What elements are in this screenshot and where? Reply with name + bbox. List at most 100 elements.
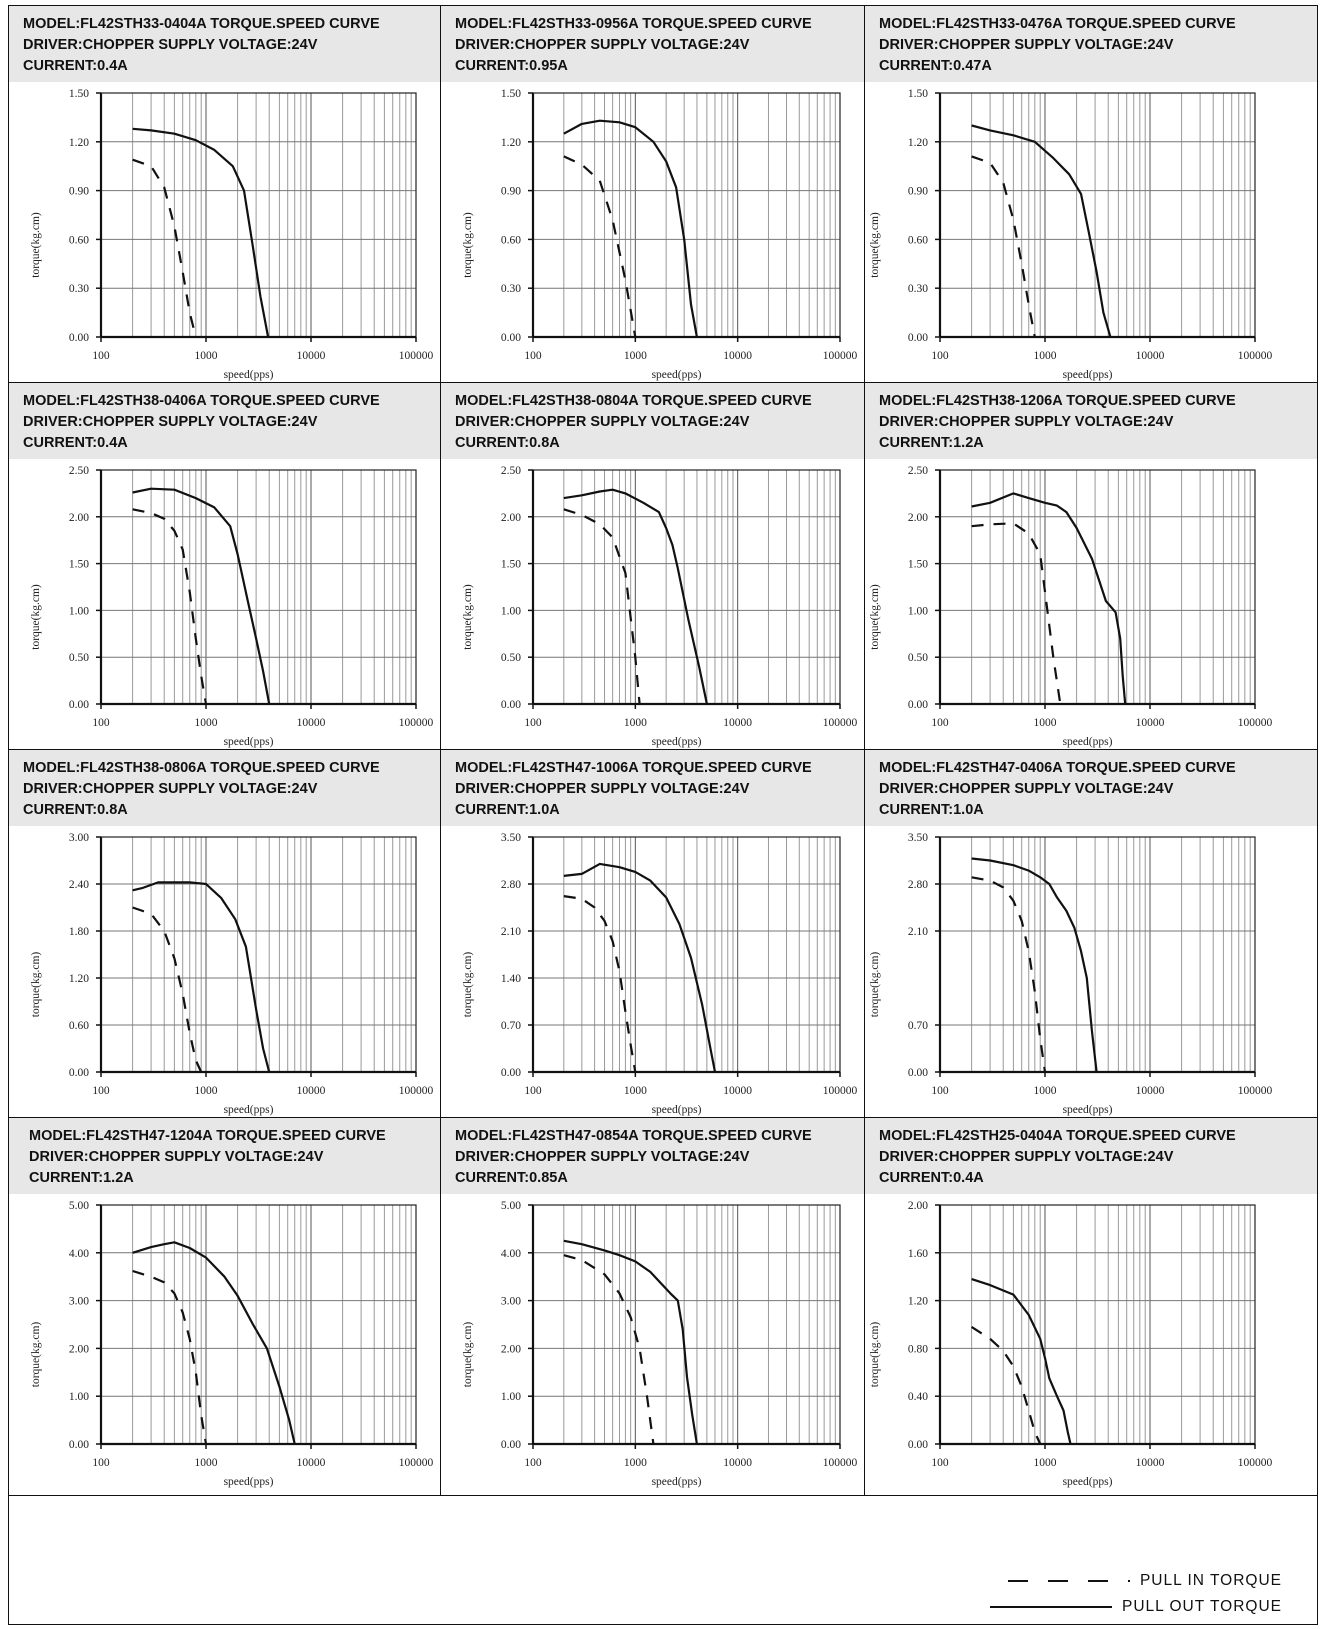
plot-frame — [532, 1204, 841, 1445]
header-line-3: CURRENT:1.2A — [29, 1170, 134, 1186]
y-tick-label: 4.00 — [501, 1248, 521, 1260]
x-tick-label: 100000 — [399, 1085, 434, 1097]
y-axis-label: torque(kg.cm) — [869, 212, 881, 278]
x-tick-label: 100000 — [1238, 350, 1273, 362]
pull-in-torque-line — [563, 895, 637, 1073]
chart-panel-7: MODEL:FL42STH38-0806A TORQUE.SPEED CURVE… — [9, 750, 441, 1118]
y-tick-label: 0.90 — [501, 186, 521, 198]
pull-in-torque-line — [132, 906, 203, 1073]
x-axis-label: speed(pps) — [1063, 1104, 1113, 1116]
header-line-2: DRIVER:CHOPPER SUPPLY VOLTAGE:24V — [29, 1149, 324, 1165]
x-tick-label: 1000 — [624, 717, 647, 729]
x-tick-label: 10000 — [297, 350, 326, 362]
chart-header: MODEL:FL42STH47-1204A TORQUE.SPEED CURVE… — [9, 1118, 440, 1194]
chart-panel-9: MODEL:FL42STH47-0406A TORQUE.SPEED CURVE… — [865, 750, 1317, 1118]
y-tick-label: 1.20 — [69, 973, 89, 985]
torque-speed-chart: 0.00 1.00 2.00 3.00 4.00 5.00 100 1000 10000 1000… — [462, 1200, 858, 1488]
x-axis-label: speed(pps) — [1063, 369, 1113, 381]
x-tick-label: 1000 — [1034, 1457, 1057, 1469]
y-tick-label: 0.60 — [908, 234, 928, 246]
plot-frame — [532, 92, 841, 338]
header-line-2: DRIVER:CHOPPER SUPPLY VOLTAGE:24V — [455, 414, 750, 430]
chart-header: MODEL:FL42STH33-0404A TORQUE.SPEED CURVE… — [9, 6, 440, 82]
header-line-2: DRIVER:CHOPPER SUPPLY VOLTAGE:24V — [879, 1149, 1174, 1165]
header-line-3: CURRENT:1.0A — [879, 802, 984, 818]
grid — [940, 837, 1255, 1072]
plot-frame — [100, 836, 417, 1073]
chart-panel-12: MODEL:FL42STH25-0404A TORQUE.SPEED CURVE… — [865, 1118, 1317, 1496]
chart-panel-11: MODEL:FL42STH47-0854A TORQUE.SPEED CURVE… — [441, 1118, 865, 1496]
pull-in-torque-line — [971, 522, 1062, 705]
x-axis-label: speed(pps) — [1063, 736, 1113, 748]
chart-header: MODEL:FL42STH38-1206A TORQUE.SPEED CURVE… — [865, 383, 1317, 459]
y-axis-label: torque(kg.cm) — [869, 1322, 881, 1388]
y-tick-label: 2.50 — [908, 465, 928, 477]
header-line-3: CURRENT:1.2A — [879, 435, 984, 451]
x-tick-label: 100000 — [823, 350, 858, 362]
y-tick-label: 1.50 — [69, 88, 89, 100]
y-tick-label: 2.00 — [69, 512, 89, 524]
grid — [533, 93, 840, 337]
y-tick-label: 0.50 — [908, 652, 928, 664]
y-tick-label: 1.00 — [69, 1391, 89, 1403]
pull-out-torque-line — [132, 881, 271, 1073]
torque-speed-chart: 0.00 0.60 1.20 1.80 2.40 3.00 100 1000 10000 1000… — [30, 832, 434, 1116]
header-line-1: MODEL:FL42STH33-0956A TORQUE.SPEED CURVE — [455, 16, 812, 32]
y-tick-label: 0.70 — [501, 1020, 521, 1032]
pull-in-torque-line — [563, 155, 637, 338]
header-line-1: MODEL:FL42STH33-0404A TORQUE.SPEED CURVE — [23, 16, 380, 32]
x-tick-label: 100 — [524, 350, 542, 362]
legend-solid-line-sample — [990, 1605, 1112, 1608]
header-line-2: DRIVER:CHOPPER SUPPLY VOLTAGE:24V — [23, 414, 318, 430]
chart-panel-5: MODEL:FL42STH38-0804A TORQUE.SPEED CURVE… — [441, 383, 865, 750]
grid — [101, 470, 416, 704]
x-tick-label: 100000 — [823, 1085, 858, 1097]
header-line-1: MODEL:FL42STH47-0854A TORQUE.SPEED CURVE — [455, 1128, 812, 1144]
torque-speed-chart: 0.00 0.50 1.00 1.50 2.00 2.50 100 1000 10000 1000… — [462, 465, 858, 748]
x-axis-label: speed(pps) — [1063, 1476, 1113, 1488]
chart-header: MODEL:FL42STH38-0806A TORQUE.SPEED CURVE… — [9, 750, 440, 826]
x-tick-label: 100000 — [399, 350, 434, 362]
x-tick-label: 1000 — [624, 1085, 647, 1097]
x-tick-label: 1000 — [195, 717, 218, 729]
x-tick-label: 1000 — [195, 1457, 218, 1469]
y-tick-label: 0.00 — [69, 332, 89, 344]
y-tick-label: 2.10 — [908, 926, 928, 938]
x-axis-label: speed(pps) — [652, 1104, 702, 1116]
header-line-3: CURRENT:0.4A — [879, 1170, 984, 1186]
y-tick-label: 1.00 — [908, 605, 928, 617]
pull-in-torque-line — [132, 1269, 208, 1445]
y-tick-label: 3.00 — [69, 832, 89, 844]
pull-out-torque-line — [971, 1278, 1072, 1445]
grid — [533, 470, 840, 704]
header-line-2: DRIVER:CHOPPER SUPPLY VOLTAGE:24V — [455, 1149, 750, 1165]
y-tick-label: 0.00 — [501, 699, 521, 711]
x-axis-label: speed(pps) — [224, 736, 274, 748]
y-axis-label: torque(kg.cm) — [462, 1322, 474, 1388]
x-tick-label: 10000 — [297, 1085, 326, 1097]
y-tick-label: 3.50 — [501, 832, 521, 844]
y-tick-label: 0.00 — [908, 332, 928, 344]
x-tick-label: 10000 — [297, 717, 326, 729]
y-tick-label: 1.80 — [69, 926, 89, 938]
y-tick-label: 3.50 — [908, 832, 928, 844]
x-tick-label: 100000 — [823, 717, 858, 729]
y-tick-label: 1.00 — [501, 605, 521, 617]
header-line-1: MODEL:FL42STH47-0406A TORQUE.SPEED CURVE — [879, 760, 1236, 776]
torque-speed-chart: 0.00 0.30 0.60 0.90 1.20 1.50 100 1000 10000 1000… — [30, 88, 434, 381]
header-line-2: DRIVER:CHOPPER SUPPLY VOLTAGE:24V — [23, 37, 318, 53]
grid — [101, 93, 416, 337]
y-tick-label: 2.00 — [69, 1343, 89, 1355]
y-tick-label: 1.50 — [501, 88, 521, 100]
header-line-3: CURRENT:0.8A — [23, 802, 128, 818]
y-tick-label: 0.60 — [69, 1020, 89, 1032]
grid — [533, 1205, 840, 1444]
y-tick-label: 0.30 — [69, 283, 89, 295]
plot-frame — [100, 1204, 417, 1445]
torque-speed-chart: 0.00 0.70 1.40 2.10 2.80 3.50 100 1000 10000 1000… — [462, 832, 858, 1116]
header-line-1: MODEL:FL42STH38-1206A TORQUE.SPEED CURVE — [879, 393, 1236, 409]
y-tick-label: 2.10 — [501, 926, 521, 938]
header-line-3: CURRENT:0.47A — [879, 58, 992, 74]
y-tick-label: 0.90 — [908, 186, 928, 198]
y-tick-label: 2.50 — [69, 465, 89, 477]
